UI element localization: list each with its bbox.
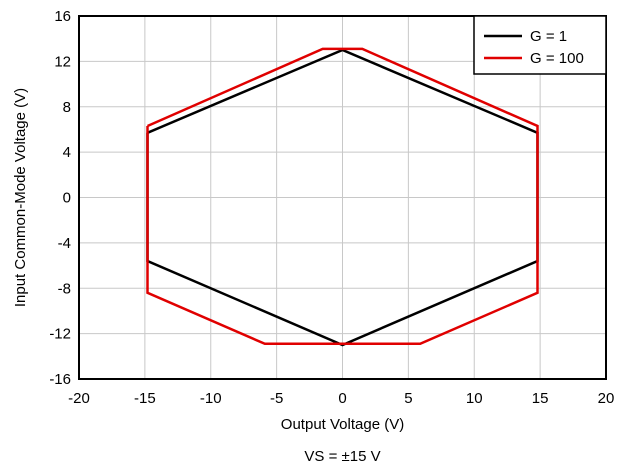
x-tick-labels: -20 -15 -10 -5 0 5 10 15 20 xyxy=(68,390,614,407)
x-tick-label: 20 xyxy=(598,390,615,407)
y-tick-label: 4 xyxy=(63,144,71,161)
x-tick-label: -15 xyxy=(134,390,156,407)
plot-frame xyxy=(78,15,607,380)
x-tick-label: 15 xyxy=(532,390,549,407)
y-tick-label: 12 xyxy=(54,53,71,70)
y-tick-label: 8 xyxy=(63,99,71,116)
series-line-g100 xyxy=(146,47,539,346)
y-tick-label: -12 xyxy=(49,326,71,343)
y-tick-label: 16 xyxy=(54,8,71,25)
y-tick-label: -16 xyxy=(49,371,71,388)
x-tick-label: 5 xyxy=(404,390,412,407)
legend-label: G = 100 xyxy=(530,50,584,67)
x-axis-label: Output Voltage (V) xyxy=(281,416,404,433)
y-tick-label: 0 xyxy=(63,190,71,207)
y-tick-label: -8 xyxy=(58,280,71,297)
chart-caption: VS = ±15 V xyxy=(304,448,380,465)
legend-box xyxy=(473,15,607,75)
x-tick-label: -10 xyxy=(200,390,222,407)
x-tick-label: 0 xyxy=(338,390,346,407)
y-tick-label: -4 xyxy=(58,235,71,252)
y-axis-label: Input Common-Mode Voltage (V) xyxy=(12,88,29,307)
x-tick-label: -5 xyxy=(270,390,283,407)
series-layer xyxy=(146,47,539,347)
x-tick-label: 10 xyxy=(466,390,483,407)
legend-label: G = 1 xyxy=(530,28,567,45)
x-tick-label: -20 xyxy=(68,390,90,407)
legend: G = 1 G = 100 xyxy=(473,15,607,75)
y-tick-labels: -16 -12 -8 -4 0 4 8 12 16 xyxy=(49,8,71,388)
